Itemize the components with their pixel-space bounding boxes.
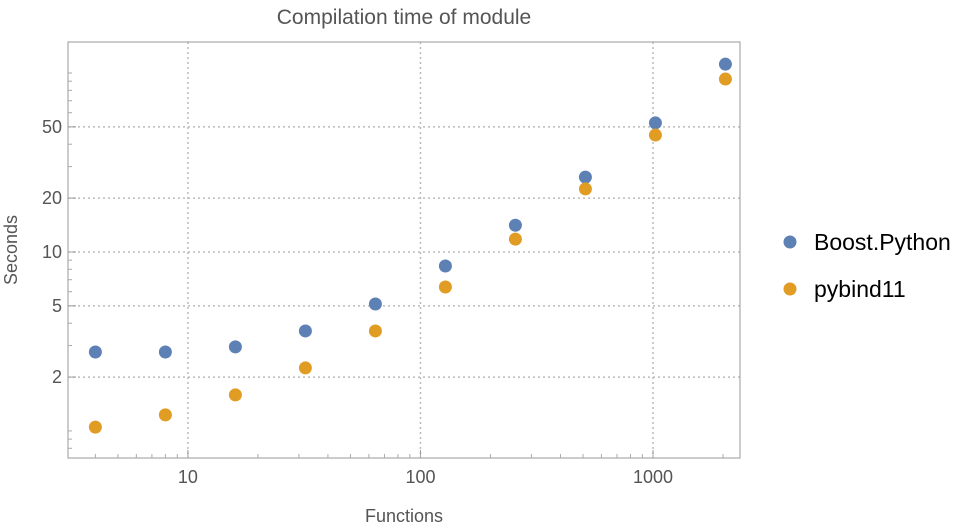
data-point (718, 57, 732, 71)
x-tick-label: 10 (178, 467, 198, 487)
data-point (648, 128, 662, 142)
data-point (158, 345, 172, 359)
plot-frame (67, 41, 741, 459)
y-tick-label: 2 (52, 367, 62, 387)
data-point (228, 388, 242, 402)
y-tick-label: 20 (42, 188, 62, 208)
y-tick-label: 10 (42, 242, 62, 262)
data-point (158, 408, 172, 422)
data-point (298, 324, 312, 338)
y-tick-label: 50 (42, 117, 62, 137)
data-point (718, 72, 732, 86)
data-point (578, 182, 592, 196)
legend: Boost.Python pybind11 (783, 229, 951, 302)
data-point (88, 345, 102, 359)
data-point (368, 297, 382, 311)
data-point (368, 324, 382, 338)
data-point (88, 420, 102, 434)
x-tick-label: 100 (405, 467, 435, 487)
legend-label: pybind11 (814, 276, 906, 302)
y-tick-label: 5 (52, 296, 62, 316)
legend-label: Boost.Python (814, 229, 951, 255)
data-point (438, 280, 452, 294)
data-point (508, 218, 522, 232)
y-axis-label: Seconds (1, 215, 21, 285)
data-points (88, 57, 732, 434)
data-point (298, 361, 312, 375)
data-point (228, 340, 242, 354)
legend-marker (783, 235, 797, 249)
chart-title: Compilation time of module (277, 6, 531, 29)
data-point (508, 232, 522, 246)
data-point (438, 259, 452, 273)
grid (68, 42, 740, 458)
x-tick-label: 1000 (633, 467, 673, 487)
x-axis-label: Functions (365, 506, 443, 525)
data-point (578, 170, 592, 184)
data-point (648, 116, 662, 130)
axis-ticks: 10 100 1000 2 5 10 20 50 (42, 72, 724, 487)
legend-marker (783, 282, 797, 296)
